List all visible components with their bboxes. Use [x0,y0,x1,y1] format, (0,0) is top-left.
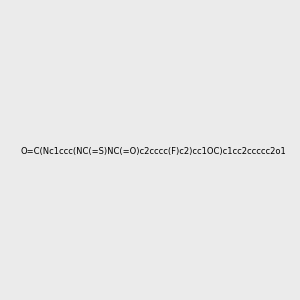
Text: O=C(Nc1ccc(NC(=S)NC(=O)c2cccc(F)c2)cc1OC)c1cc2ccccc2o1: O=C(Nc1ccc(NC(=S)NC(=O)c2cccc(F)c2)cc1OC… [21,147,286,156]
